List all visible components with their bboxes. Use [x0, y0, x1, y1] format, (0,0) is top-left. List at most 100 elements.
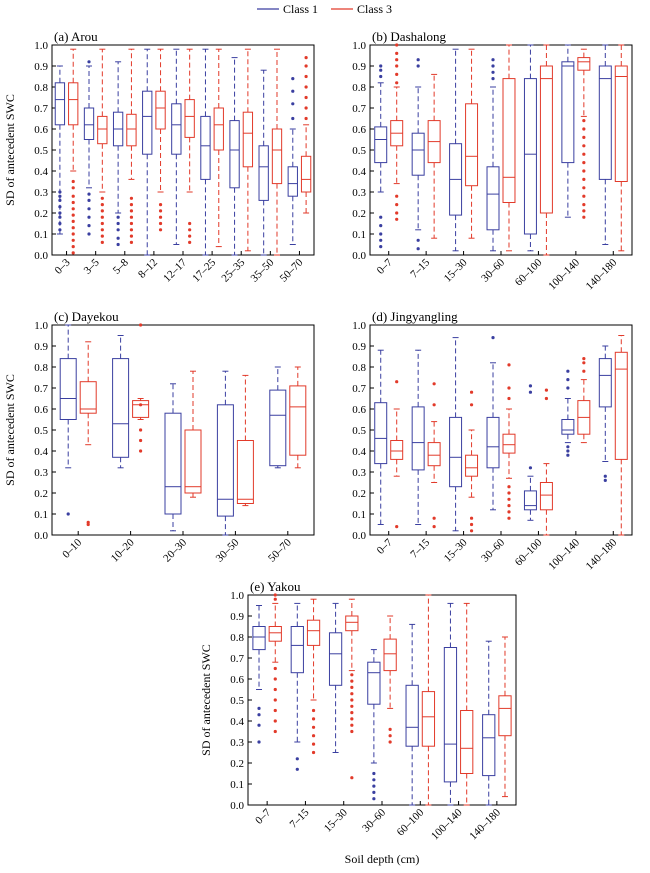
box-class3 [383, 615, 397, 744]
box-class3 [306, 598, 321, 755]
outlier-point [582, 361, 586, 365]
box-iqr [184, 99, 195, 138]
y-tick-label: 0.5 [230, 695, 244, 707]
outlier-point [372, 784, 376, 788]
outlier-point [158, 203, 163, 207]
y-tick-label: 0.1 [34, 509, 48, 521]
outlier-point [432, 525, 436, 529]
box-class3 [236, 374, 254, 507]
panel-1: (a) Arou 0.0 0.1 0.2 0.3 0.4 0.5 0.6 0.7 0.8 0.9 1.… [3, 29, 315, 285]
outlier-point [350, 698, 354, 702]
outlier-point [379, 238, 383, 242]
box-iqr [523, 490, 537, 511]
outlier-point [71, 232, 75, 236]
outlier-point [582, 203, 586, 207]
panel-2: (b) Dashalong 0.0 0.1 0.2 0.3 0.4 0.5 0.6 0.7 0.8… [352, 29, 633, 292]
outlier-point [273, 593, 277, 597]
outlier-point [116, 228, 120, 232]
y-tick-label: 0.4 [230, 716, 244, 728]
outlier-point [291, 89, 295, 93]
outlier-point [566, 378, 570, 382]
x-tick-label: 20–30 [161, 536, 189, 564]
y-tick-label: 1.0 [34, 320, 48, 332]
plot-frame [247, 594, 517, 806]
y-tick-label: 0.6 [230, 674, 244, 686]
outlier-point [304, 64, 308, 68]
outlier-point [273, 597, 277, 601]
box-class3 [126, 48, 137, 244]
box-class1 [449, 48, 463, 252]
outlier-point [295, 767, 299, 771]
y-tick-label: 0.3 [230, 737, 244, 749]
outlier-point [566, 453, 570, 457]
box-class3 [242, 48, 254, 252]
y-tick-label: 0.0 [352, 250, 366, 262]
box-class3 [427, 73, 441, 239]
box-iqr [345, 615, 359, 632]
outlier-point [372, 797, 376, 801]
outlier-point [71, 226, 75, 230]
box-iqr [367, 661, 381, 705]
outlier-point [388, 727, 392, 732]
y-tick-label: 0.9 [34, 341, 48, 353]
y-tick-label: 1.0 [230, 590, 244, 602]
outlier-point [139, 403, 143, 407]
outlier-point [71, 251, 75, 255]
box-iqr [290, 626, 304, 674]
box-iqr [482, 714, 496, 777]
panel-4: (d) Jingyangling 0.0 0.1 0.2 0.3 0.4 0.5 0.6 0.7… [352, 309, 633, 572]
outlier-point [71, 213, 75, 217]
box-iqr [142, 90, 153, 155]
outlier-point [158, 209, 163, 213]
outlier-point [491, 70, 495, 74]
box-class1 [598, 345, 612, 482]
box-class1 [486, 336, 500, 511]
box-class3 [502, 44, 516, 252]
y-tick-label: 0.5 [352, 145, 366, 157]
outlier-point [582, 177, 586, 181]
box-class1 [142, 48, 153, 256]
outlier-point [87, 232, 91, 236]
outlier-point [395, 51, 399, 56]
box-class1 [411, 349, 425, 525]
y-tick-label: 0.1 [352, 229, 366, 241]
box-class1 [561, 369, 575, 457]
outlier-point [566, 369, 570, 373]
x-tick-label: 100–140 [429, 806, 465, 842]
y-tick-label: 1.0 [352, 40, 366, 52]
outlier-point [87, 60, 91, 64]
box-class1 [171, 48, 182, 245]
box-class3 [614, 44, 628, 252]
y-tick-label: 0.3 [352, 187, 366, 199]
outlier-point [566, 445, 570, 449]
outlier-point [129, 228, 134, 232]
box-class1 [486, 58, 500, 252]
outlier-point [416, 247, 420, 251]
x-tick-label: 60–100 [513, 256, 545, 288]
box-class1 [523, 384, 537, 521]
outlier-point [158, 215, 163, 219]
box-class1 [252, 605, 266, 744]
outlier-point [71, 186, 75, 190]
outlier-point [350, 711, 354, 715]
box-class1 [374, 64, 388, 249]
outlier-point [304, 95, 308, 100]
box-iqr [216, 404, 234, 517]
outlier-point [379, 224, 383, 228]
outlier-point [507, 485, 511, 489]
outlier-point [273, 729, 277, 734]
outlier-point [58, 228, 62, 232]
box-class1 [200, 48, 211, 256]
outlier-point [544, 388, 549, 392]
box-iqr [443, 647, 458, 783]
box-class1 [598, 44, 612, 245]
outlier-point [129, 215, 134, 219]
outlier-point [58, 211, 62, 215]
box-class1 [229, 57, 240, 256]
x-tick-label: 30–60 [479, 536, 507, 564]
x-tick-label: 0–7 [375, 256, 396, 277]
x-tick-label: 60–100 [395, 806, 427, 838]
x-tick-label: 17–25 [190, 256, 218, 284]
